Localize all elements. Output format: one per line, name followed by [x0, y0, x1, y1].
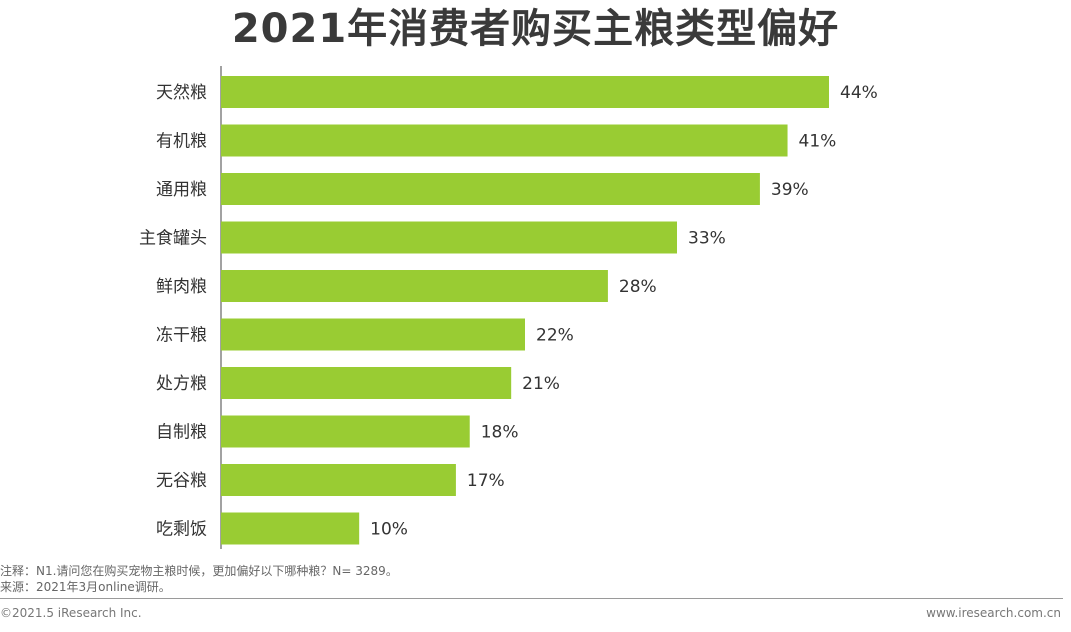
value-label: 28%	[619, 277, 657, 297]
category-label: 无谷粮	[156, 471, 207, 491]
value-label: 18%	[481, 423, 519, 443]
value-label: 10%	[370, 520, 408, 540]
category-label: 主食罐头	[139, 229, 207, 249]
category-label: 冻干粮	[156, 326, 207, 346]
bar	[221, 124, 788, 157]
bar	[221, 464, 456, 496]
value-label: 41%	[799, 132, 837, 152]
footer-website[interactable]: www.iresearch.com.cn	[926, 606, 1061, 620]
chart-note: 注释：N1.请问您在购买宠物主粮时候，更加偏好以下哪种粮？N= 3289。	[0, 564, 398, 578]
bar	[221, 367, 512, 399]
bar	[221, 270, 608, 302]
category-label: 天然粮	[156, 83, 207, 103]
bar	[221, 512, 360, 545]
value-label: 21%	[522, 374, 560, 394]
bar	[221, 173, 760, 205]
category-label: 鲜肉粮	[156, 277, 207, 297]
footer-divider	[0, 598, 1063, 599]
value-label: 33%	[688, 229, 726, 249]
footer-copyright: ©2021.5 iResearch Inc.	[0, 606, 142, 620]
bar	[221, 76, 829, 108]
bar	[221, 415, 470, 448]
chart-title: 2021年消费者购买主粮类型偏好	[231, 6, 840, 52]
value-label: 39%	[771, 180, 809, 200]
value-label: 22%	[536, 326, 574, 346]
chart-source: 来源：2021年3月online调研。	[0, 580, 171, 594]
category-label: 通用粮	[156, 180, 207, 200]
bar-chart: 天然粮 44% 有机粮 41% 通用粮 39% 主食罐头 33% 鲜肉粮 28% 冻干粮 22% 处方粮…	[139, 66, 878, 549]
category-label: 有机粮	[156, 132, 207, 152]
value-label: 44%	[840, 83, 878, 103]
bar	[221, 318, 525, 351]
bar	[221, 221, 677, 254]
category-label: 处方粮	[156, 374, 207, 394]
category-label: 吃剩饭	[156, 520, 207, 540]
value-label: 17%	[467, 471, 505, 491]
category-label: 自制粮	[156, 423, 207, 443]
